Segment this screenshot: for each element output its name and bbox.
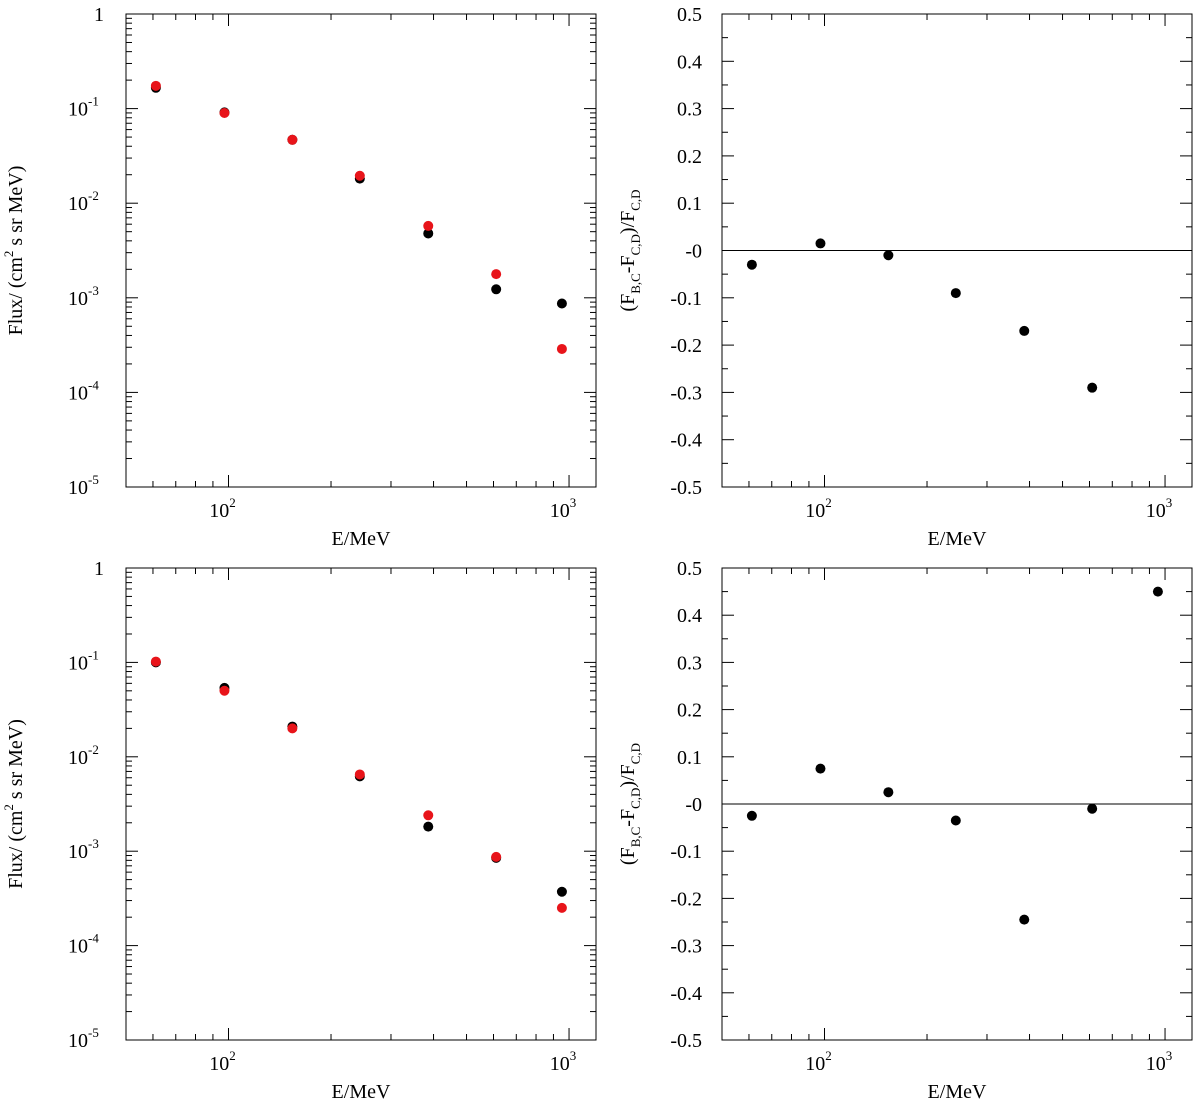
data-point [746,810,757,821]
data-point [150,656,161,667]
data-point [883,787,894,798]
data-point [219,685,230,696]
data-point [950,288,961,299]
y-tick-label: -0.5 [670,1030,702,1052]
y-tick-label: 0.5 [677,558,702,580]
y-tick-label: 0.1 [677,193,702,215]
y-tick-label: 10-5 [68,472,99,499]
data-point [354,769,365,780]
y-tick-label: 10-3 [68,283,99,310]
y-tick-label: 0.4 [677,51,702,73]
data-point [883,250,894,261]
data-point [150,80,161,91]
y-tick-label: 1 [94,4,104,26]
plot-frame [125,567,597,1041]
data-point [556,902,567,913]
data-point [354,170,365,181]
data-point [815,763,826,774]
data-point [491,284,502,295]
data-point [1087,803,1098,814]
y-tick-label: 1 [94,558,104,580]
data-point [556,298,567,309]
x-axis-label: E/MeV [332,1081,391,1103]
y-tick-label: -0.2 [670,335,702,357]
y-tick-label: 0.3 [677,652,702,674]
x-tick-label: 103 [1146,495,1173,522]
x-axis-label: E/MeV [928,1081,987,1103]
y-tick-label: -0 [685,794,702,816]
y-tick-label: -0.4 [670,983,702,1005]
y-tick-label: -0.3 [670,382,702,404]
y-tick-label: 10-5 [68,1025,99,1052]
data-point [1019,914,1030,925]
y-tick-label: 10-2 [68,742,99,769]
y-tick-label: 10-4 [68,931,99,958]
x-tick-label: 102 [209,1048,236,1075]
y-tick-label: 10-1 [68,647,99,674]
y-tick-label: 10-1 [68,94,99,121]
x-tick-label: 103 [1146,1048,1173,1075]
y-tick-label: 10-2 [68,188,99,215]
plot-frame [125,13,597,488]
data-point [423,810,434,821]
y-tick-label: 10-3 [68,836,99,863]
y-tick-label: -0.3 [670,936,702,958]
y-axis-label: Flux/ (cm2 s sr MeV) [1,719,27,889]
data-point [491,269,502,280]
x-tick-label: 103 [550,1048,577,1075]
y-tick-label: 0.2 [677,700,702,722]
data-point [950,815,961,826]
x-tick-label: 103 [550,495,577,522]
x-axis-label: E/MeV [928,528,987,550]
data-point [746,259,757,270]
y-tick-label: 0.3 [677,99,702,121]
data-point [556,886,567,897]
y-tick-label: -0.1 [670,288,702,310]
y-tick-label: -0 [685,241,702,263]
data-point [815,238,826,249]
y-tick-label: 0.2 [677,146,702,168]
x-tick-label: 102 [209,495,236,522]
data-point [1087,382,1098,393]
y-axis-label: (FB,C-FC,D)/FC,D [617,189,643,311]
x-tick-label: 102 [805,495,832,522]
y-tick-label: 0.4 [677,605,702,627]
data-point [1152,586,1163,597]
y-tick-label: 10-4 [68,377,99,404]
panel-bottom-right: 102 103 E/MeV 0.5 0.4 0.3 0.2 0.1 -0 -0.1 -0.2 -0.3… [617,558,1193,1103]
data-point [1019,325,1030,336]
panel-top-left: 102 103 E/MeV 1 10-1 10-2 10-3 10-4 10-5 Flux/ (c… [1,4,597,550]
data-point [556,343,567,354]
data-point [423,821,434,832]
panel-bottom-left: 102 103 E/MeV 1 10-1 10-2 10-3 10-4 10-5 Flux/ (c… [1,558,597,1103]
data-point [219,108,230,119]
y-tick-label: -0.5 [670,477,702,499]
y-tick-label: 0.1 [677,747,702,769]
panel-top-right: 102 103 E/MeV 0.5 0.4 0.3 0.2 0.1 -0 -0.1 -0.2 -0.3… [617,4,1193,550]
y-tick-label: -0.1 [670,841,702,863]
y-axis-label: (FB,C-FC,D)/FC,D [617,743,643,865]
data-point [287,134,298,145]
x-tick-label: 102 [805,1048,832,1075]
data-point [491,851,502,862]
y-tick-label: -0.4 [670,430,702,452]
y-axis-label: Flux/ (cm2 s sr MeV) [1,166,27,336]
data-point [423,228,434,239]
y-tick-label: -0.2 [670,888,702,910]
x-axis-label: E/MeV [332,528,391,550]
data-point [423,220,434,231]
y-tick-label: 0.5 [677,4,702,26]
data-point [287,723,298,734]
